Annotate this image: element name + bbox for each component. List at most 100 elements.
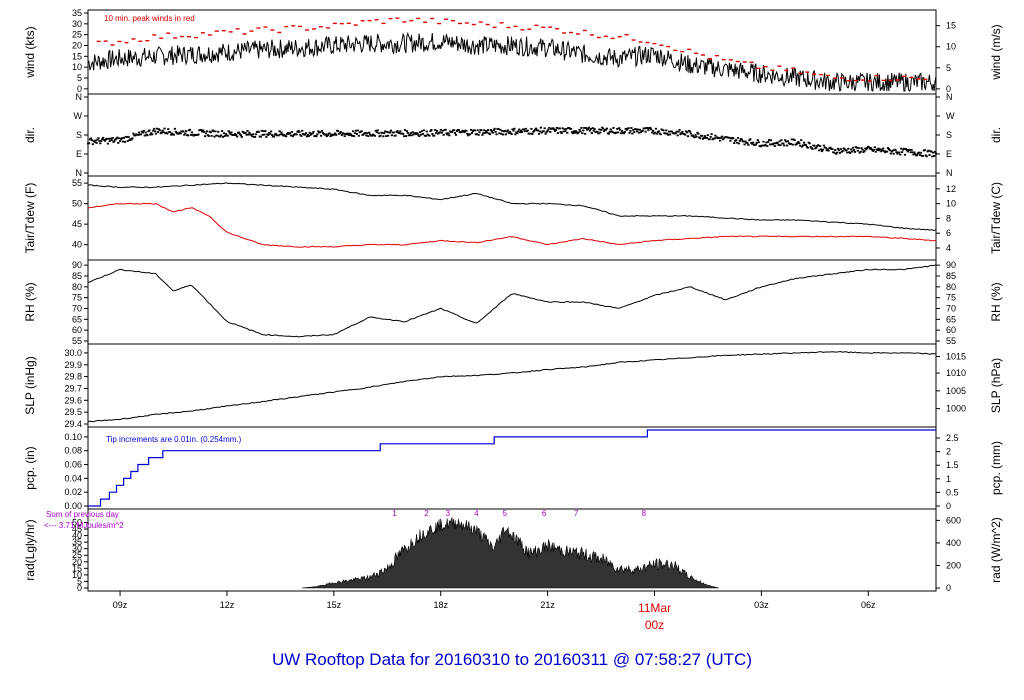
panel-dir-series-1-point [170, 133, 173, 136]
panel-dir-series-1-point [546, 130, 549, 132]
panel-dir-series-1-point [297, 129, 300, 132]
x-day-hour-label: 00z [645, 618, 664, 632]
panel-dir-series-1-point [466, 132, 469, 135]
panel-dir-series-1-point [597, 132, 600, 135]
panel-dir-series-1-point [679, 133, 682, 136]
panel-dir-series-1-point [865, 148, 868, 151]
panel-dir-series-1-point [237, 131, 241, 134]
panel-dir-series-1-point [609, 128, 612, 131]
panel-dir-series-1-point [778, 140, 781, 143]
pcp-annotation: Tip increments are 0.01in. (0.254mm.) [106, 435, 242, 444]
panel-dir-series-1-point [360, 130, 363, 133]
panel-dir-series-1-point [657, 130, 660, 133]
panel-dir-series-1-point [583, 127, 586, 129]
panel-dir-series-1-point [497, 127, 500, 130]
rad-hour-label: 8 [642, 509, 647, 518]
panel-dir-series-1-point [365, 134, 368, 137]
panel-dir-series-1-point [735, 141, 739, 144]
panel-dir-series-1-point [533, 129, 536, 132]
panel-dir-series-1-point [446, 133, 449, 136]
panel-dir-series-1-point [633, 131, 636, 133]
rad-hour-label: 7 [574, 509, 579, 518]
panel-rh-ylabel-right: RH (%) [989, 282, 1003, 321]
panel-dir-series-1-point [740, 138, 743, 141]
panel-dir-series-1-point [373, 134, 376, 137]
panel-dir-series-1-point [722, 137, 725, 140]
panel-dir-series-1-point [837, 149, 841, 152]
panel-dir-series-1-point [647, 129, 650, 131]
panel-rh-right-tick-label: 70 [946, 304, 956, 314]
panel-dir-series-1-point [801, 144, 805, 147]
panel-dir-series-1-point [503, 129, 507, 132]
panel-dir-series-1-point [900, 147, 903, 150]
panel-rad-left-tick-label: 35 [72, 537, 82, 547]
panel-dir-series-1-point [824, 146, 827, 149]
panel-dir-series-1-point [635, 130, 639, 133]
panel-dir-series-1-point [564, 130, 567, 133]
panel-rad-right-tick-label: 400 [946, 538, 961, 548]
rad-hour-label: 1 [392, 509, 397, 518]
panel-slp-left-tick-label: 29.7 [64, 383, 82, 393]
panel-dir-series-1-point [881, 149, 884, 151]
panel-dir-series-1-point [136, 134, 140, 136]
panel-dir-series-1-point [405, 130, 409, 133]
panel-dir-series-1-point [227, 130, 230, 133]
panel-dir-series-1-point [801, 145, 804, 148]
panel-dir-series-1-point [147, 130, 150, 133]
panel-dir-series-1-point [620, 130, 624, 132]
panel-dir-series-1-point [593, 128, 596, 130]
panel-dir-series-1-point [347, 132, 350, 135]
panel-dir-series-1-point [485, 130, 488, 132]
panel-rh-right-tick-label: 60 [946, 325, 956, 335]
panel-dir-series-1-point [769, 139, 773, 142]
panel-dir-series-1-point [274, 132, 277, 135]
panel-dir-series-1-point [430, 128, 433, 131]
panel-dir-series-1-point [874, 150, 877, 153]
panel-dir-series-1-point [615, 131, 618, 134]
panel-dir-series-1-point [489, 129, 492, 131]
panel-dir-series-1-point [777, 144, 780, 146]
panel-dir-series-1-point [158, 129, 161, 132]
panel-dir-series-1-point [539, 126, 542, 129]
panel-dir-series-1-point [691, 134, 694, 137]
panel-dir-series-1-point [140, 130, 143, 133]
panel-dir-series-1-point [426, 133, 429, 136]
panel-dir-series-1-point [866, 147, 869, 149]
panel-dir-series-1-point [422, 129, 426, 132]
panel-dir-series-1-point [436, 130, 439, 132]
panel-dir-series-1-point [935, 152, 938, 155]
panel-dir-series-1-point [643, 127, 646, 130]
panel-dir-series-1-point [434, 129, 437, 131]
panel-dir-series-1-point [160, 131, 163, 134]
panel-pcp-right-tick-label: 0.5 [946, 487, 959, 497]
panel-rh-right-tick-label: 85 [946, 271, 956, 281]
panel-dir-series-1-point [768, 143, 772, 146]
panel-dir-series-1-point [859, 150, 862, 153]
panel-dir-series-1-point [762, 140, 765, 143]
panel-dir-series-1-point [617, 131, 620, 134]
panel-dir-series-1-point [442, 133, 445, 136]
panel-rad-left-tick-label: 15 [72, 563, 82, 573]
panel-dir-series-1-point [650, 128, 653, 131]
panel-dir-series-1-point [702, 137, 705, 140]
panel-dir-series-1-point [746, 142, 749, 145]
panel-dir-series-1-point [151, 133, 154, 136]
panel-dir-series-1-point [809, 145, 812, 148]
panel-dir-series-1-point [264, 130, 267, 132]
panel-dir-series-1-point [502, 133, 505, 136]
panel-dir-series-1-point [319, 134, 323, 137]
panel-dir-series-1-point [300, 135, 303, 137]
panel-dir-series-1-point [779, 144, 782, 147]
rad-annotation-line1: Sum of previous day [46, 510, 119, 519]
panel-pcp-left-tick-label: 0.02 [64, 487, 82, 497]
panel-dir-series-1-point [856, 149, 859, 152]
panel-dir-series-1-point [914, 153, 917, 156]
panel-dir-series-1-point [241, 130, 244, 133]
panel-dir-series-1-point [589, 127, 592, 130]
panel-dir-series-1-point [628, 132, 631, 134]
panel-dir-series-1-point [891, 149, 894, 152]
panel-dir-series-1-point [354, 129, 358, 132]
chart-title: UW Rooftop Data for 20160310 to 20160311… [271, 650, 752, 669]
panel-dir-series-1-point [155, 127, 159, 130]
panel-dir-left-tick-label: E [76, 149, 82, 159]
